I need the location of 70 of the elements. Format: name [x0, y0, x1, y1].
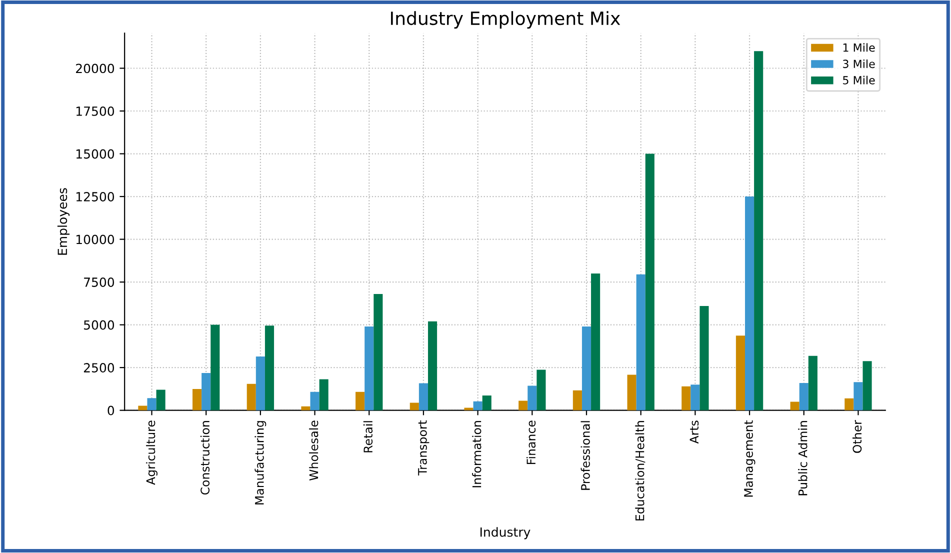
bar	[518, 400, 528, 410]
bar	[310, 392, 320, 410]
bar	[636, 274, 646, 410]
y-tick-label: 5000	[84, 320, 114, 330]
bar	[428, 321, 438, 410]
x-tick-label: Transport	[418, 420, 430, 476]
y-tick-label: 0	[108, 406, 114, 416]
bar	[582, 326, 592, 410]
bar	[572, 390, 582, 410]
bar	[202, 373, 211, 410]
bar	[246, 384, 256, 410]
bar	[138, 406, 148, 410]
bar	[799, 382, 808, 410]
bar	[418, 383, 428, 410]
legend-label: 1 Mile	[843, 43, 875, 52]
x-tick-label: Wholesale	[309, 420, 318, 481]
x-tick-label: Public Admin	[798, 421, 808, 496]
x-tick-label: Other	[852, 420, 862, 453]
bar	[256, 356, 265, 410]
legend-label: 3 Mile	[843, 59, 875, 68]
bar	[301, 406, 310, 410]
bar	[844, 398, 854, 410]
y-tick-label: 15000	[76, 149, 114, 159]
bar	[627, 374, 636, 410]
x-tick-label: Finance	[526, 420, 536, 464]
bar	[210, 324, 220, 410]
x-axis-title: Industry	[480, 527, 530, 540]
y-tick-label: 2500	[84, 363, 114, 372]
x-tick-label: Management	[744, 420, 756, 497]
bar	[645, 154, 654, 410]
bar	[482, 395, 492, 410]
x-tick-label: Education/Health	[635, 421, 646, 520]
bar	[356, 392, 365, 410]
legend-label: 5 Mile	[843, 76, 875, 84]
y-tick-label: 20000	[76, 64, 114, 74]
x-tick-label: Construction	[200, 421, 210, 495]
x-tick-label: Arts	[690, 420, 699, 444]
x-tick-label: Agriculture	[146, 420, 158, 485]
bar	[319, 379, 328, 410]
y-axis-title: Employees	[57, 188, 70, 255]
bar	[192, 388, 202, 410]
bar	[410, 402, 419, 410]
x-tick-label: Manufacturing	[254, 421, 266, 504]
y-tick-label: 12500	[76, 192, 114, 202]
bar	[147, 398, 156, 410]
x-tick-label: Information	[472, 421, 482, 488]
x-tick-label: Retail	[363, 421, 373, 452]
y-tick-label: 10000	[76, 234, 114, 244]
bar	[700, 306, 709, 410]
bar	[536, 370, 546, 410]
bar	[854, 382, 863, 410]
bar	[744, 196, 754, 410]
bar	[790, 402, 800, 410]
bar	[591, 273, 600, 410]
bar	[682, 386, 691, 410]
bar	[473, 401, 482, 410]
bar	[754, 51, 764, 410]
bar	[690, 384, 700, 410]
bar	[736, 336, 745, 410]
y-tick-label: 17500	[76, 106, 114, 116]
bar	[156, 390, 166, 410]
bar	[264, 326, 274, 410]
bar	[374, 294, 383, 410]
bar	[528, 386, 537, 410]
bar	[862, 361, 872, 410]
bar	[808, 356, 818, 410]
bar	[364, 326, 374, 410]
x-tick-label: Professional	[580, 421, 590, 490]
y-tick-label: 7500	[84, 278, 114, 287]
chart-title: Industry Employment Mix	[391, 11, 620, 29]
